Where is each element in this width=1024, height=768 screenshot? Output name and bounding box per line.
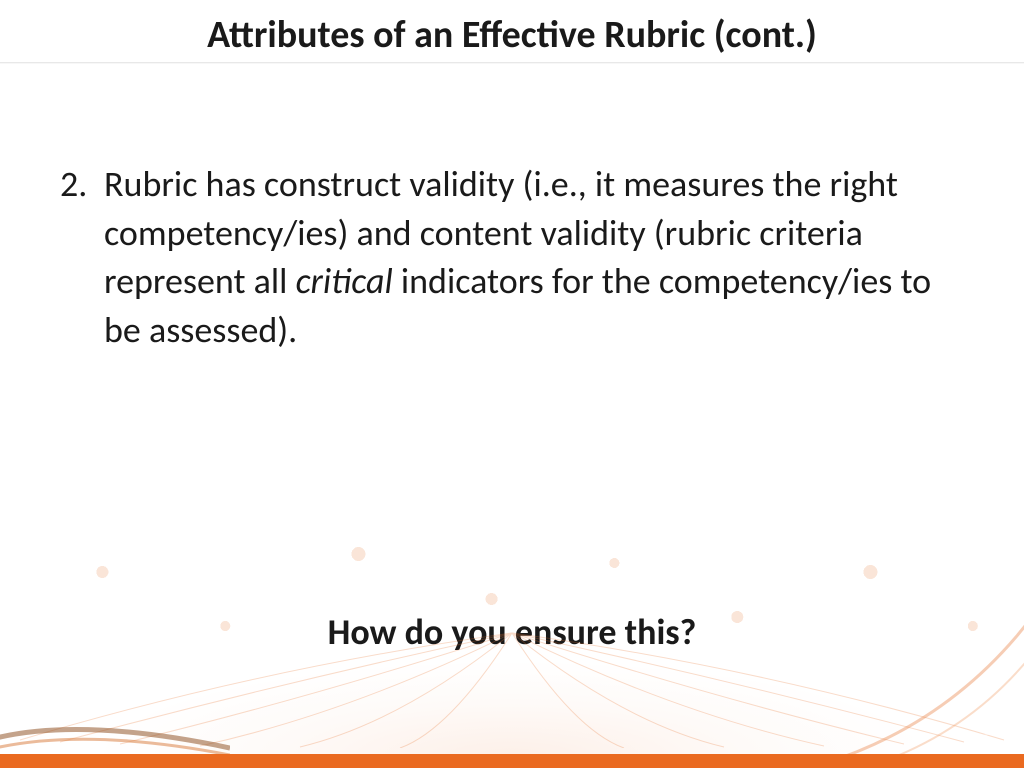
list-text: Rubric has construct validity (i.e., it …: [104, 160, 958, 354]
slide-question: How do you ensure this?: [0, 610, 1024, 654]
body-italic: critical: [296, 259, 393, 303]
slide: Attributes of an Effective Rubric (cont.…: [0, 0, 1024, 768]
bottom-accent-bar: [0, 754, 1024, 768]
slide-title: Attributes of an Effective Rubric (cont.…: [0, 8, 1024, 68]
title-underline: [0, 62, 1024, 64]
body-content: 2.Rubric has construct validity (i.e., i…: [60, 160, 964, 354]
swoosh-right-icon: [704, 568, 1024, 768]
list-number: 2.: [60, 160, 104, 209]
swoosh-left-icon: [0, 700, 230, 760]
